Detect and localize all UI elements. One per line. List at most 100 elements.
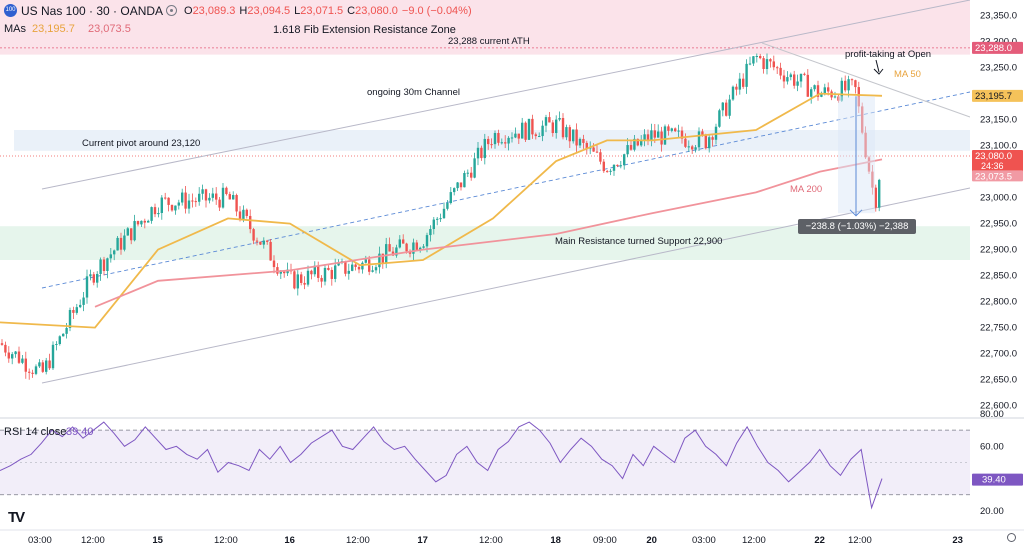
candle (79, 304, 82, 308)
candle (561, 117, 565, 138)
time-tick: 12:00 (848, 535, 872, 546)
candle (697, 131, 701, 148)
candle (728, 99, 731, 116)
candle (354, 264, 357, 267)
price-tick: 23,150.0 (980, 115, 1017, 126)
time-tick: 12:00 (81, 535, 105, 546)
candle (463, 173, 466, 188)
time-tick: 23 (952, 535, 963, 546)
settings-icon[interactable] (1007, 533, 1016, 542)
candle (874, 187, 877, 208)
symbol-title[interactable]: US Nas 100 · 30 · OANDA (21, 4, 164, 18)
time-tick: 03:00 (28, 535, 52, 546)
candle (147, 220, 150, 223)
symbol-logo: 100 (4, 4, 17, 17)
candle (575, 129, 578, 146)
channel-lower (41, 187, 971, 384)
candle (708, 137, 711, 149)
candle (745, 63, 748, 87)
candle (143, 220, 146, 223)
candle (827, 87, 830, 92)
candle (789, 74, 792, 78)
candle (425, 235, 429, 247)
candle (252, 229, 255, 241)
candle (687, 146, 690, 148)
ath-tag: 23,288.0 (975, 43, 1012, 54)
candle (432, 219, 435, 230)
candle (344, 261, 347, 274)
candle (776, 67, 779, 69)
candle (769, 59, 772, 62)
ma200-tag-bg (972, 170, 1023, 182)
time-tick: 18 (550, 535, 561, 546)
candle (232, 195, 235, 200)
candle (323, 267, 327, 282)
candle (388, 244, 391, 252)
support-label: Main Resistance turned Support 22,900 (555, 236, 723, 247)
candle (456, 182, 459, 189)
candle (310, 270, 313, 275)
candle (490, 144, 493, 146)
candle (65, 327, 68, 334)
mas-label[interactable]: MAs (4, 23, 26, 35)
candle (759, 55, 762, 59)
candle (772, 61, 775, 68)
rsi-label[interactable]: RSI 14 close (4, 426, 67, 438)
candle (75, 307, 78, 313)
candle (106, 258, 109, 271)
candle (521, 122, 524, 139)
candle (453, 188, 456, 193)
candle (415, 242, 418, 251)
ma50-tag-bg (972, 89, 1023, 102)
ohlc-h-label: H (239, 5, 248, 17)
candle (378, 253, 381, 268)
candle (330, 269, 333, 279)
ma200-line (94, 158, 883, 308)
candle (85, 276, 89, 298)
candle (102, 259, 106, 271)
candle (847, 79, 850, 91)
candle (385, 244, 388, 263)
ma200-label: MA 200 (790, 184, 823, 195)
candle (782, 75, 786, 82)
candle (680, 130, 684, 139)
ohlc-l-label: L (294, 5, 301, 17)
candle (633, 138, 636, 150)
candle (395, 247, 398, 256)
candle (181, 192, 184, 203)
candle (691, 146, 694, 150)
candle (245, 209, 248, 216)
time-tick: 12:00 (742, 535, 766, 546)
candle (650, 130, 653, 141)
candle (249, 215, 252, 230)
candle (45, 360, 48, 372)
candle (266, 240, 269, 242)
candle (534, 134, 537, 137)
candle (157, 212, 160, 215)
candle (718, 110, 721, 127)
candle (296, 274, 299, 289)
ma50-tag: 23,195.7 (975, 91, 1012, 102)
candle (279, 271, 282, 274)
candle (320, 277, 323, 282)
candle (313, 265, 316, 275)
ohlc-l-value: 23,071.5 (300, 5, 344, 17)
candle (184, 192, 187, 209)
candle (221, 187, 225, 208)
ath-tag-bg (972, 41, 1023, 54)
eye-icon[interactable] (166, 5, 177, 16)
candle (21, 358, 24, 363)
time-tick: 15 (152, 535, 163, 546)
candle (14, 351, 17, 355)
candle (742, 78, 745, 87)
candle (446, 203, 449, 209)
candle (228, 194, 231, 200)
candle (663, 126, 667, 145)
ohlc-c-label: C (347, 5, 356, 17)
candle (259, 241, 262, 245)
candle (347, 270, 350, 274)
candle (306, 270, 310, 285)
candle (606, 171, 609, 173)
countdown-tag: 24:36 (981, 161, 1004, 171)
